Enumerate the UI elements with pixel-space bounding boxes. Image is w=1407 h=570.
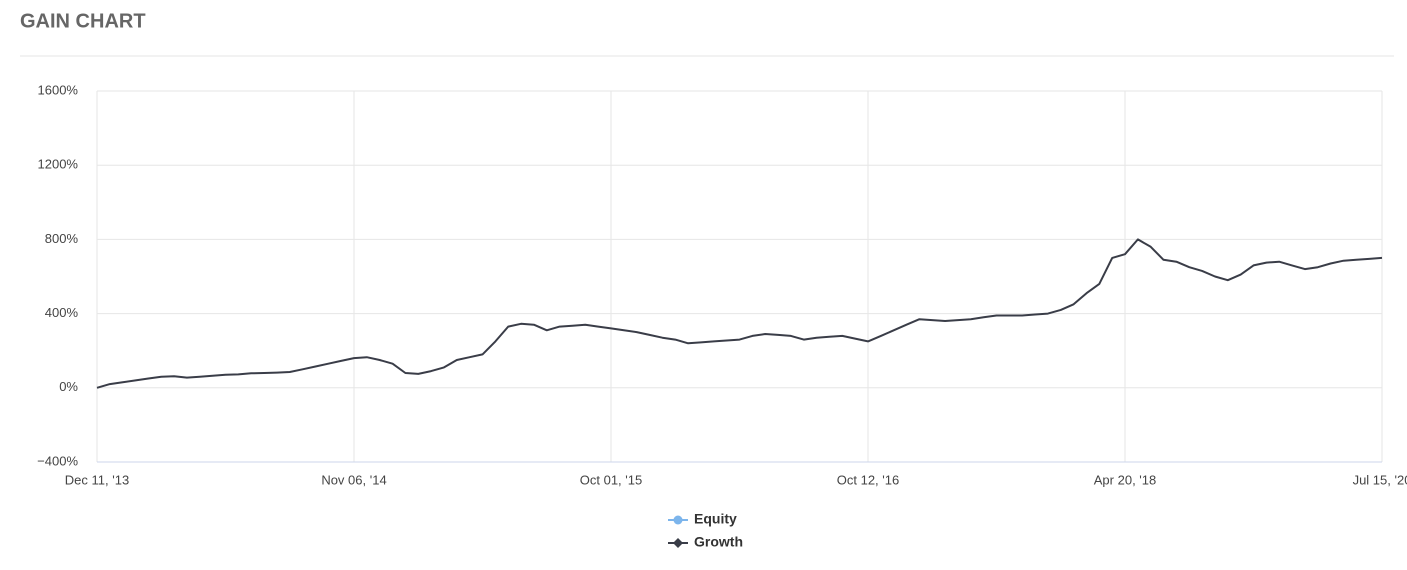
page-title: GAIN CHART	[20, 10, 146, 32]
y-tick-label: 400%	[45, 305, 79, 320]
y-tick-label: 0%	[59, 379, 78, 394]
y-tick-label: 1600%	[38, 82, 79, 97]
y-tick-label: 1200%	[38, 157, 79, 172]
y-tick-label: 800%	[45, 231, 79, 246]
x-tick-label: Apr 20, '18	[1094, 472, 1156, 487]
x-tick-label: Oct 12, '16	[837, 472, 899, 487]
x-tick-label: Oct 01, '15	[580, 472, 642, 487]
y-tick-label: −400%	[37, 453, 78, 468]
x-tick-label: Dec 11, '13	[65, 472, 129, 487]
legend-label: Equity	[694, 511, 737, 527]
x-tick-label: Jul 15, '20	[1353, 472, 1407, 487]
legend-symbol	[673, 538, 683, 548]
series-line	[96, 238, 1383, 389]
x-tick-label: Nov 06, '14	[321, 472, 386, 487]
legend-label: Growth	[694, 534, 743, 550]
legend-symbol	[673, 515, 683, 525]
